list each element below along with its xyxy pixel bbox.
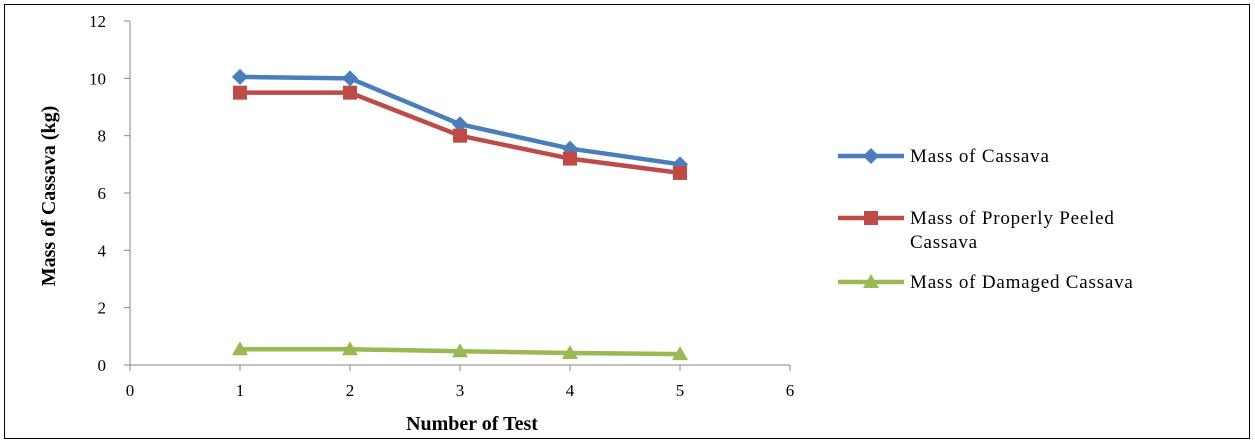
series-3 — [232, 341, 688, 361]
data-point — [563, 151, 577, 166]
legend-label: Mass of Properly Peeled Cassava — [910, 208, 1115, 253]
x-tick-label: 2 — [346, 381, 355, 400]
legend-marker — [864, 211, 878, 225]
series-2 — [233, 85, 687, 180]
y-axis-title: Mass of Cassava (kg) — [38, 106, 60, 287]
legend-item-1: Mass of Cassava — [838, 146, 1050, 167]
y-tick-group: 0 2 4 6 8 10 12 — [89, 12, 130, 375]
y-tick-label: 12 — [89, 12, 106, 31]
y-tick-label: 10 — [89, 69, 106, 88]
x-tick-label: 3 — [456, 381, 465, 400]
legend-marker — [863, 274, 879, 288]
y-tick-label: 2 — [98, 299, 107, 318]
data-point — [232, 68, 248, 85]
legend-marker — [863, 148, 879, 164]
data-point — [452, 116, 468, 133]
x-tick-label: 1 — [236, 381, 245, 400]
data-point — [673, 165, 687, 180]
y-tick-label: 8 — [98, 127, 107, 146]
data-point — [233, 85, 247, 100]
axes — [129, 21, 790, 366]
data-point — [453, 128, 467, 143]
series-layer — [232, 68, 688, 361]
data-point — [232, 341, 248, 356]
y-tick-label: 6 — [98, 184, 107, 203]
x-tick-group: 0 1 2 3 4 5 6 — [126, 365, 795, 400]
legend: Mass of Cassava Mass of Properly Peeled Ca… — [838, 146, 1134, 293]
x-tick-label: 0 — [126, 381, 135, 400]
chart-frame — [4, 4, 1250, 439]
y-tick-label: 0 — [98, 356, 107, 375]
data-point — [343, 85, 357, 100]
data-point — [562, 344, 578, 359]
legend-item-3: Mass of Damaged Cassava — [838, 272, 1134, 293]
x-tick-label: 5 — [676, 381, 685, 400]
series-1 — [232, 68, 688, 173]
data-point — [672, 346, 688, 361]
legend-item-2: Mass of Properly Peeled Cassava — [838, 208, 1115, 253]
legend-label: Mass of Damaged Cassava — [910, 272, 1134, 293]
legend-label: Mass of Cassava — [910, 146, 1050, 167]
y-tick-label: 4 — [98, 241, 107, 260]
data-point — [452, 343, 468, 358]
x-tick-label: 6 — [786, 381, 795, 400]
data-point — [342, 341, 358, 356]
data-point — [342, 70, 358, 87]
x-axis-title: Number of Test — [406, 413, 538, 435]
x-tick-label: 4 — [566, 381, 575, 400]
